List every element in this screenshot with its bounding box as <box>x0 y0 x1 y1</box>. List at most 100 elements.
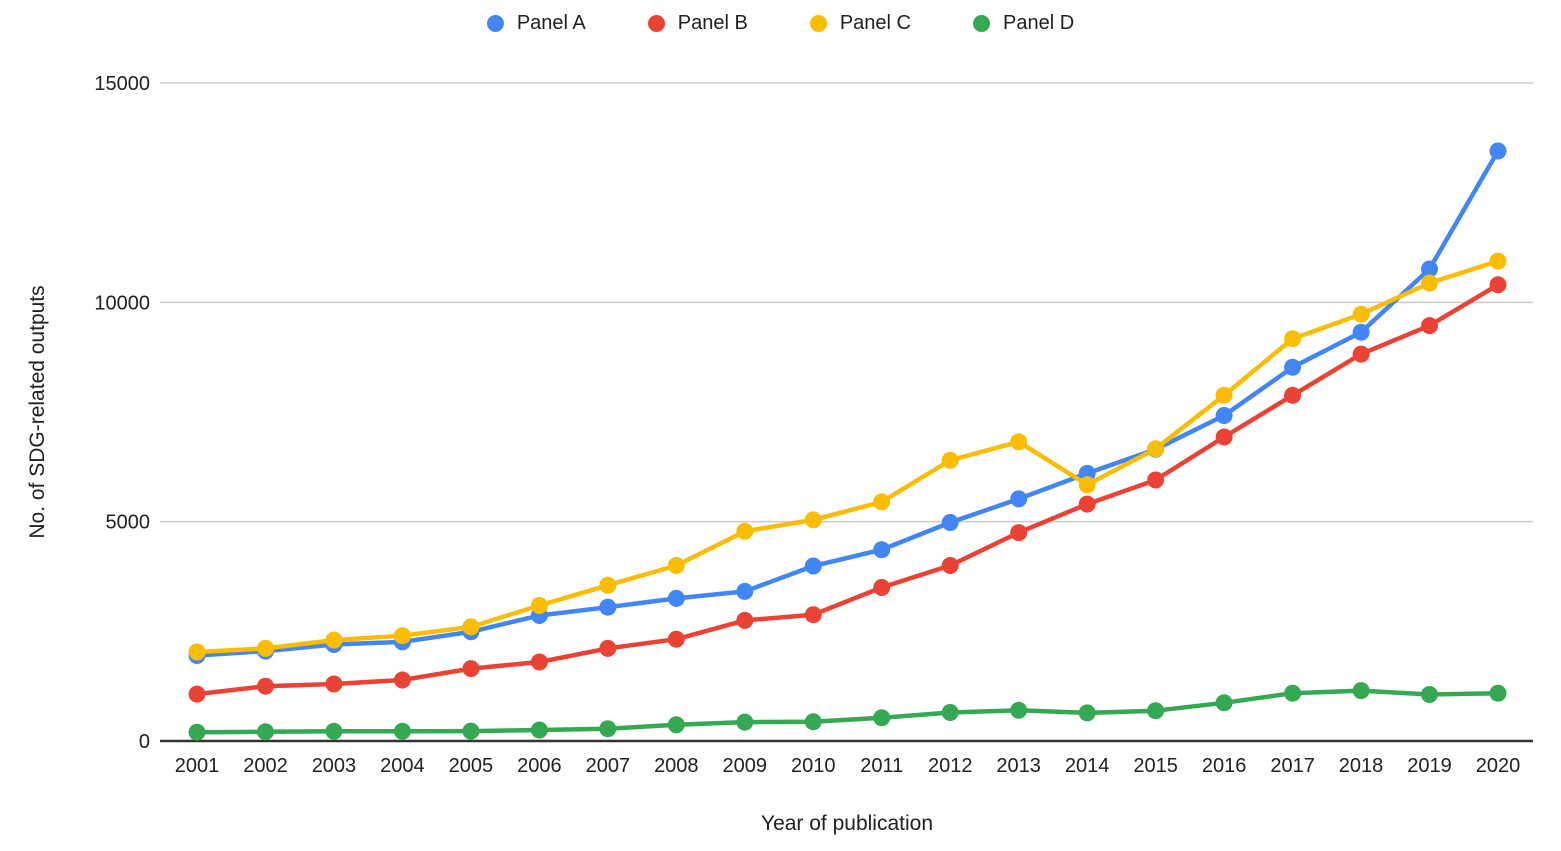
data-point-panel-d <box>873 709 891 727</box>
data-point-panel-b <box>257 677 274 695</box>
data-point-panel-c <box>1010 433 1028 451</box>
data-point-panel-b <box>1489 276 1507 294</box>
x-tick-label: 2014 <box>1065 755 1110 777</box>
x-tick-label: 2009 <box>723 755 768 777</box>
legend-item-panel-a: Panel A <box>486 12 586 35</box>
data-point-panel-c <box>1352 305 1370 323</box>
data-point-panel-c <box>736 522 754 540</box>
data-point-panel-d <box>736 713 754 731</box>
x-tick-label: 2004 <box>380 755 425 777</box>
data-point-panel-b <box>325 675 343 693</box>
data-point-panel-c <box>257 639 274 657</box>
x-tick-label: 2003 <box>312 755 357 777</box>
legend-item-panel-d: Panel D <box>973 12 1074 35</box>
data-point-panel-b <box>1078 495 1096 513</box>
data-point-panel-b <box>941 557 959 574</box>
x-tick-label: 2001 <box>175 755 220 777</box>
legend-label: Panel C <box>839 12 911 34</box>
data-point-panel-c <box>873 493 891 511</box>
legend-item-panel-c: Panel C <box>809 12 911 35</box>
data-point-panel-a <box>1284 358 1302 376</box>
data-point-panel-a <box>1352 323 1370 341</box>
x-tick-label: 2012 <box>928 755 973 777</box>
x-tick-label: 2019 <box>1407 755 1452 777</box>
data-point-panel-a <box>667 589 685 607</box>
data-point-panel-b <box>873 579 891 596</box>
data-point-panel-b <box>667 630 685 648</box>
data-point-panel-d <box>1284 684 1302 702</box>
data-point-panel-c <box>599 576 617 594</box>
x-tick-label: 2015 <box>1133 755 1178 777</box>
data-point-panel-b <box>188 685 206 703</box>
x-tick-label: 2020 <box>1476 755 1521 777</box>
data-point-panel-d <box>462 722 480 740</box>
data-point-panel-b <box>804 606 822 624</box>
x-tick-label: 2011 <box>860 755 903 777</box>
legend: Panel A Panel B Panel C Panel D <box>0 12 1561 35</box>
x-tick-label: 2002 <box>243 755 288 777</box>
legend-item-panel-b: Panel B <box>647 12 748 35</box>
x-tick-label: 2007 <box>586 755 631 777</box>
data-point-panel-d <box>257 723 274 741</box>
data-point-panel-d <box>1147 702 1165 720</box>
data-point-panel-b <box>1147 471 1165 489</box>
data-point-panel-c <box>1284 330 1302 348</box>
data-point-panel-c <box>462 618 480 636</box>
data-point-panel-a <box>873 541 891 559</box>
series-line-panel-d <box>194 688 1501 735</box>
data-point-panel-b <box>1352 345 1370 363</box>
data-point-panel-d <box>530 721 548 739</box>
series-line-panel-b <box>194 282 1501 697</box>
series-line-panel-a <box>194 148 1501 658</box>
y-tick-label: 0 <box>139 731 150 753</box>
data-point-panel-b <box>736 611 754 629</box>
x-tick-label: 2013 <box>996 755 1041 777</box>
data-point-panel-a <box>1421 260 1438 278</box>
data-point-panel-d <box>1352 682 1370 700</box>
data-point-panel-c <box>1489 252 1507 270</box>
data-point-panel-d <box>1215 694 1233 712</box>
y-tick-label: 15000 <box>94 73 150 95</box>
y-tick-label: 5000 <box>106 512 151 534</box>
data-point-panel-c <box>804 511 822 529</box>
data-point-panel-d <box>393 722 411 740</box>
data-point-panel-c <box>1078 476 1096 494</box>
data-point-panel-a <box>1010 490 1028 508</box>
data-point-panel-c <box>1421 274 1438 292</box>
x-axis-title: Year of publication <box>760 812 934 835</box>
legend-dot-icon <box>647 15 665 32</box>
x-tick-label: 2006 <box>517 755 562 777</box>
data-point-panel-a <box>804 557 822 575</box>
legend-label: Panel B <box>677 12 748 34</box>
data-point-panel-d <box>599 720 617 738</box>
data-point-panel-b <box>462 660 480 678</box>
data-point-panel-a <box>941 514 959 531</box>
data-point-panel-c <box>1215 386 1233 404</box>
legend-dot-icon <box>809 15 827 32</box>
x-tick-label: 2018 <box>1339 755 1384 777</box>
data-point-panel-d <box>1421 686 1438 703</box>
data-point-panel-c <box>1147 440 1165 458</box>
data-point-panel-b <box>1010 524 1028 542</box>
series-line-panel-c <box>194 258 1501 655</box>
data-point-panel-d <box>188 723 206 741</box>
x-tick-label: 2016 <box>1202 755 1247 777</box>
x-tick-label: 2005 <box>449 755 494 777</box>
data-point-panel-a <box>1215 407 1233 424</box>
x-tick-label: 2010 <box>791 755 836 777</box>
data-point-panel-d <box>1010 701 1028 719</box>
data-point-panel-d <box>941 704 959 721</box>
data-point-panel-b <box>599 639 617 657</box>
x-tick-label: 2008 <box>654 755 699 777</box>
legend-label: Panel D <box>1003 12 1075 34</box>
data-point-panel-a <box>599 598 617 616</box>
data-point-panel-b <box>1284 386 1302 404</box>
data-point-panel-b <box>530 653 548 671</box>
data-point-panel-c <box>393 627 411 645</box>
data-point-panel-d <box>1489 684 1507 702</box>
data-point-panel-b <box>1215 428 1233 446</box>
data-point-panel-b <box>393 671 411 689</box>
data-point-panel-c <box>941 451 959 469</box>
data-point-panel-c <box>530 597 548 614</box>
data-point-panel-a <box>736 582 754 600</box>
